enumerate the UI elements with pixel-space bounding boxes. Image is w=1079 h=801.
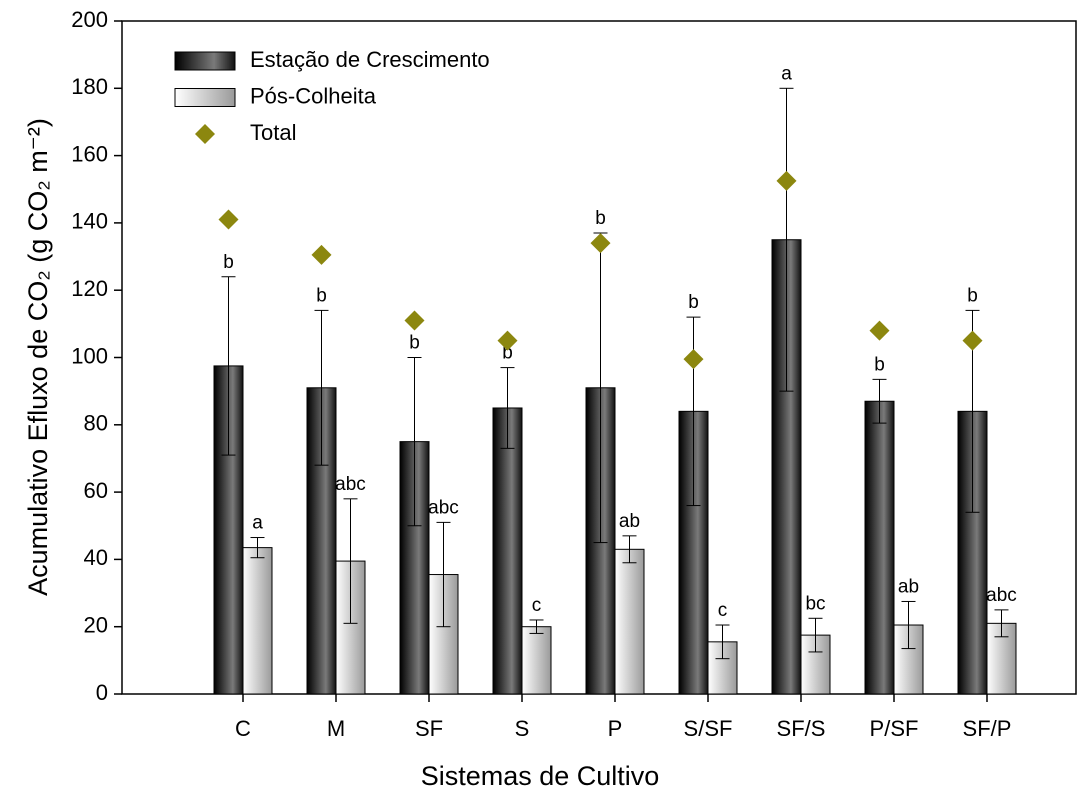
significance-label: b [223,252,234,273]
error-bar [622,535,637,564]
bar [800,634,831,695]
error-bar [994,609,1009,638]
significance-label: ab [619,511,640,532]
y-tick-label: 100 [71,343,108,368]
y-tick-label: 80 [84,411,108,436]
x-tick-label: M [327,716,345,741]
bar [521,626,552,695]
bar [678,410,709,695]
error-bar [593,232,608,544]
total-marker [776,170,797,191]
legend-label: Estação de Crescimento [250,47,490,72]
legend-label: Pós-Colheita [250,83,377,108]
significance-label: ab [898,576,919,597]
bar [614,548,645,695]
error-bar [250,537,265,559]
legend-swatch [174,51,236,71]
y-tick-label: 200 [71,7,108,32]
significance-label: b [595,208,606,229]
significance-label: c [718,600,728,621]
significance-label: b [688,292,699,313]
significance-label: b [874,354,885,375]
x-tick-label: SF/S [777,716,826,741]
error-bar [407,357,422,527]
x-tick-label: S/SF [684,716,733,741]
significance-label: abc [335,474,366,495]
error-bar [686,316,701,507]
legend-swatch [174,88,236,107]
total-marker [404,310,425,331]
x-tick-label: C [235,716,251,741]
error-bar [808,617,823,653]
error-bar [221,276,236,456]
significance-label: b [316,285,327,306]
x-axis-title: Sistemas de Cultivo [421,761,660,791]
error-bar [500,367,515,449]
error-bar [529,619,544,634]
x-tick-label: SF [415,716,443,741]
x-tick-label: SF/P [963,716,1012,741]
error-bar [314,309,329,466]
y-tick-label: 180 [71,74,108,99]
significance-label: a [252,513,263,534]
y-tick-label: 120 [71,276,108,301]
bar [492,407,523,695]
y-tick-label: 0 [96,680,108,705]
total-marker [962,330,983,351]
error-bar [436,521,451,628]
total-marker [869,320,890,341]
x-tick-label: S [515,716,530,741]
total-marker [590,233,611,254]
x-tick-label: P/SF [870,716,919,741]
significance-label: bc [805,593,825,614]
legend-marker [195,124,215,144]
error-bar [343,498,358,624]
error-bar [779,87,794,392]
significance-label: c [532,595,542,616]
significance-label: a [781,63,792,84]
total-marker [497,330,518,351]
y-tick-label: 60 [84,478,108,503]
y-tick-label: 40 [84,545,108,570]
y-tick-label: 20 [84,613,108,638]
error-bar [872,378,887,424]
y-tick-label: 160 [71,141,108,166]
total-marker [311,244,332,265]
total-marker [683,349,704,370]
y-tick-label: 140 [71,209,108,234]
significance-label: b [967,285,978,306]
error-bar [715,624,730,660]
x-tick-label: P [608,716,623,741]
bar [242,547,273,695]
significance-label: b [502,343,513,364]
total-marker [218,209,239,230]
error-bar [901,600,916,650]
significance-label: abc [428,497,459,518]
significance-label: b [409,333,420,354]
legend-label: Total [250,120,296,145]
y-axis-title: Acumulativo Efluxo de CO₂ (g CO₂ m⁻²) [23,118,53,596]
significance-label: abc [986,585,1017,606]
bar [864,400,895,695]
